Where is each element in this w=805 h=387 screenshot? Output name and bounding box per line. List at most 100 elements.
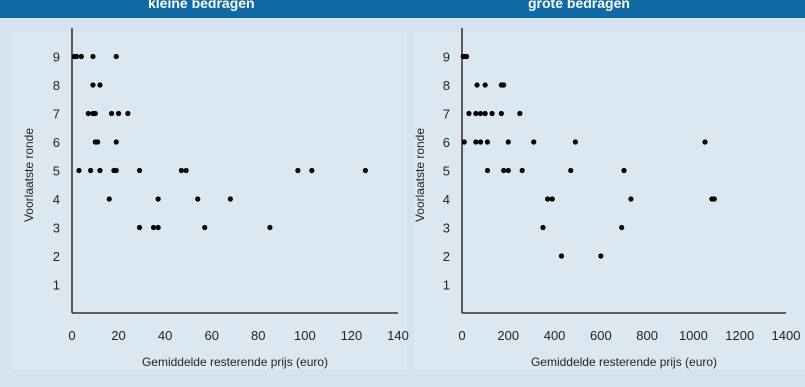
left-y-axis-label: Voorlaatste ronde: [22, 128, 36, 222]
left-y-tick-label: 6: [53, 135, 60, 150]
right-y-tick-label: 2: [443, 249, 450, 264]
right-plot-background: [414, 32, 805, 370]
right-data-point: [621, 167, 627, 174]
right-x-tick-label: 400: [544, 328, 566, 343]
right-x-axis-label: Gemiddelde resterende prijs (euro): [531, 355, 717, 369]
right-data-point: [628, 196, 634, 202]
left-data-point: [74, 53, 80, 60]
right-y-tick-label: 4: [443, 192, 450, 207]
left-data-point: [78, 53, 84, 60]
left-y-tick-label: 2: [53, 249, 60, 264]
right-x-tick-label: 1000: [679, 328, 708, 343]
right-data-point: [498, 110, 504, 117]
left-y-tick-label: 5: [53, 164, 60, 179]
left-data-point: [136, 224, 143, 231]
right-data-point: [540, 224, 546, 231]
right-data-point: [484, 139, 491, 145]
right-data-point: [482, 110, 488, 117]
right-y-tick-label: 6: [443, 135, 450, 150]
left-data-point: [115, 110, 122, 117]
left-x-tick-label: 60: [204, 328, 218, 343]
left-data-point: [97, 167, 103, 174]
right-y-axis-label: Voorlaatste ronde: [413, 128, 427, 222]
left-data-point: [150, 224, 157, 231]
left-data-point: [113, 53, 119, 60]
left-data-point: [155, 224, 161, 231]
left-data-point: [106, 196, 112, 202]
right-x-tick-label: 600: [590, 328, 612, 343]
right-data-point: [711, 196, 717, 202]
right-y-tick-label: 9: [443, 50, 450, 65]
left-data-point: [113, 139, 119, 145]
right-y-tick-label: 5: [443, 164, 450, 179]
right-data-point: [474, 82, 480, 88]
left-data-point: [267, 224, 273, 231]
left-x-tick-label: 100: [294, 328, 316, 343]
right-data-point: [464, 53, 470, 60]
right-data-point: [505, 167, 511, 174]
left-data-point: [178, 167, 185, 174]
right-data-point: [549, 196, 555, 202]
right-data-point: [461, 139, 467, 145]
left-data-point: [88, 167, 94, 174]
right-data-point: [519, 167, 525, 174]
left-data-point: [155, 196, 161, 202]
right-data-point: [477, 139, 484, 145]
left-data-point: [76, 167, 82, 174]
left-data-point: [183, 167, 189, 174]
right-data-point: [473, 110, 479, 117]
left-data-point: [202, 224, 208, 231]
left-data-point: [309, 167, 315, 174]
left-data-point: [362, 167, 368, 174]
left-y-tick-label: 1: [53, 278, 60, 293]
right-data-point: [477, 110, 484, 117]
right-data-point: [558, 253, 565, 259]
right-y-tick-label: 7: [443, 107, 450, 122]
right-data-point: [598, 253, 604, 259]
right-data-point: [501, 82, 507, 88]
right-data-point: [517, 110, 523, 117]
right-data-point: [473, 139, 479, 145]
left-y-tick-label: 4: [53, 192, 60, 207]
right-data-point: [545, 196, 551, 202]
right-data-point: [531, 139, 537, 145]
right-data-point: [501, 167, 507, 174]
left-data-point: [113, 167, 119, 174]
right-data-point: [572, 139, 579, 145]
right-data-point: [505, 139, 511, 145]
left-x-tick-label: 40: [158, 328, 172, 343]
right-data-point: [702, 139, 708, 145]
right-x-tick-label: 800: [636, 328, 658, 343]
left-y-tick-label: 3: [53, 221, 60, 236]
left-data-point: [92, 110, 98, 117]
right-y-tick-label: 1: [443, 278, 450, 293]
left-data-point: [85, 110, 91, 117]
header-bar: kleine bedragen grote bedragen: [0, 0, 805, 18]
left-y-tick-label: 7: [53, 107, 60, 122]
right-x-tick-label: 200: [497, 328, 519, 343]
right-data-point: [484, 167, 491, 174]
left-x-tick-label: 80: [251, 328, 265, 343]
right-data-point: [619, 224, 625, 231]
left-x-tick-label: 0: [68, 328, 75, 343]
right-y-tick-label: 3: [443, 221, 450, 236]
right-data-point: [466, 110, 472, 117]
right-data-point: [568, 167, 574, 174]
left-y-tick-label: 9: [53, 50, 60, 65]
right-y-tick-label: 8: [443, 78, 450, 93]
right-x-tick-label: 1400: [772, 328, 801, 343]
right-panel-title: grote bedragen: [528, 0, 630, 11]
left-plot-background: [12, 32, 407, 370]
left-data-point: [108, 110, 115, 117]
left-x-tick-label: 20: [111, 328, 125, 343]
left-x-tick-label: 140: [387, 328, 409, 343]
right-x-tick-label: 1200: [725, 328, 754, 343]
left-data-point: [195, 196, 201, 202]
left-data-point: [95, 139, 101, 145]
right-data-point: [489, 110, 495, 117]
left-data-point: [136, 167, 143, 174]
left-data-point: [125, 110, 131, 117]
left-x-axis-label: Gemiddelde resterende prijs (euro): [142, 355, 328, 369]
left-data-point: [97, 82, 103, 88]
